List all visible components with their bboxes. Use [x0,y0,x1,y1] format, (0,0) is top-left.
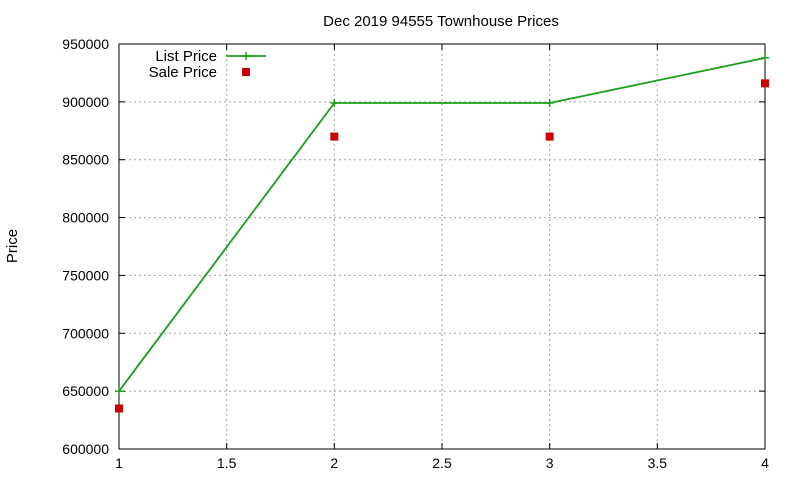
series-list-price [115,53,769,396]
y-tick-label: 850000 [62,152,109,168]
x-tick-label: 2.5 [432,455,452,471]
y-tick-label: 600000 [62,441,109,457]
x-tick-label: 4 [761,455,769,471]
legend-entry: List Price [155,48,266,65]
legend-label: Sale Price [149,64,217,81]
data-point [545,132,554,141]
x-tick-label: 2 [330,455,338,471]
data-point [115,404,123,413]
y-tick-label: 650000 [62,383,109,399]
series-sale-price [115,79,769,413]
x-tick-label: 3.5 [648,455,668,471]
series-layer [115,53,769,413]
y-tick-label: 950000 [62,36,109,52]
y-tick-label: 700000 [62,325,109,341]
legend-marker [242,68,250,76]
chart-title: Dec 2019 94555 Townhouse Prices [323,13,559,30]
data-point [545,99,554,108]
data-point [330,132,339,141]
x-tick-label: 3 [546,455,554,471]
data-point [330,99,339,108]
grid-lines [119,44,765,449]
data-point [761,53,769,62]
x-tick-label: 1 [115,455,123,471]
legend-entry: Sale Price [149,64,250,81]
data-point [115,387,123,396]
y-tick-label: 800000 [62,210,109,226]
series-line [118,57,766,392]
y-tick-label: 750000 [62,267,109,283]
y-tick-label: 900000 [62,94,109,110]
y-axis-label: Price [4,229,21,263]
legend-marker [242,52,250,60]
x-tick-label: 1.5 [217,455,237,471]
axes: 1 1.5 2 2.5 3 3.5 4 600000 650000 700000 750000 800… [62,36,769,471]
legend-label: List Price [155,48,217,65]
data-point [761,79,769,88]
